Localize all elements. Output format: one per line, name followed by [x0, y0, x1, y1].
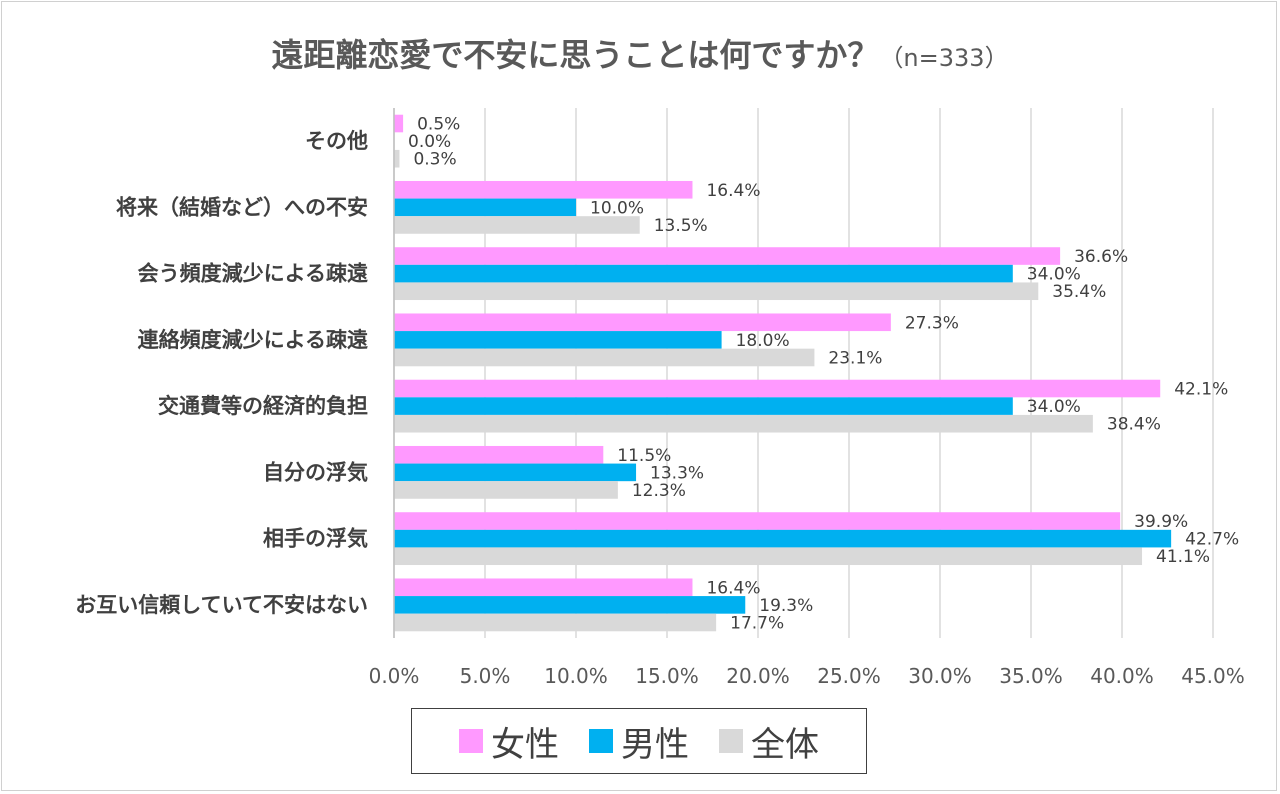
data-label-male: 13.3% [650, 463, 704, 483]
bar-overall [394, 547, 1143, 566]
chart-title-main: 遠距離恋愛で不安に思うことは何ですか？ [271, 36, 880, 74]
x-tick-label: 35.0% [999, 664, 1063, 688]
bar-overall [394, 613, 717, 632]
bar-female [394, 578, 693, 597]
legend-item-male: 男性 [589, 717, 689, 766]
x-tick-label: 10.0% [544, 664, 608, 688]
bar-male [394, 331, 722, 349]
x-tick-label: 30.0% [908, 664, 972, 688]
data-label-female: 0.5% [417, 115, 460, 135]
category-label: 相手の浮気 [263, 527, 368, 551]
data-label-overall: 35.4% [1052, 282, 1106, 302]
x-tick-label: 0.0% [369, 664, 420, 688]
bar-male [394, 264, 1013, 283]
data-label-male: 34.0% [1027, 265, 1081, 285]
x-tick-label: 20.0% [726, 664, 790, 688]
category-label: 会う頻度減少による疎遠 [138, 262, 368, 286]
x-tick-label: 5.0% [460, 664, 511, 688]
legend-item-female: 女性 [459, 717, 559, 766]
category-label: 自分の浮気 [263, 460, 368, 484]
data-label-overall: 38.4% [1107, 415, 1161, 435]
legend-label-female: 女性 [491, 724, 559, 765]
bar-male [394, 397, 1013, 415]
bar-female [394, 114, 404, 133]
legend-label-male: 男性 [621, 724, 689, 765]
data-label-male: 0.0% [408, 132, 451, 152]
data-label-female: 42.1% [1174, 380, 1228, 400]
bar-overall [394, 216, 640, 234]
bar-male [394, 596, 746, 614]
category-label: その他 [305, 129, 368, 153]
legend-swatch-male [589, 729, 613, 753]
chart-title-sub: （n=333） [879, 44, 1009, 72]
data-label-male: 34.0% [1027, 397, 1081, 417]
chart-legend: 女性 男性 全体 [411, 708, 867, 774]
bar-male [394, 463, 637, 482]
legend-item-overall: 全体 [719, 717, 819, 766]
data-label-overall: 23.1% [828, 348, 882, 368]
legend-swatch-overall [719, 729, 743, 753]
bar-chart: 0.0% 5.0% 10.0% 15.0% 20.0% 25.0% 30.0% 35.0% 40… [75, 108, 1245, 688]
bar-male [394, 198, 576, 217]
data-label-female: 39.9% [1134, 512, 1188, 532]
category-label: 連絡頻度減少による疎遠 [138, 328, 368, 352]
bar-overall [394, 481, 618, 499]
bar-overall [394, 149, 400, 168]
legend-label-overall: 全体 [751, 724, 819, 765]
bar-female [394, 313, 891, 332]
category-label: お互い信頼していて不安はない [75, 593, 368, 617]
data-label-female: 27.3% [905, 313, 959, 333]
data-label-overall: 13.5% [654, 216, 708, 236]
bar-female [394, 512, 1121, 530]
bar-female [394, 247, 1061, 265]
data-label-overall: 41.1% [1156, 547, 1210, 567]
bar-female [394, 445, 604, 464]
chart-title: 遠距離恋愛で不安に思うことは何ですか？（n=333） [0, 30, 1280, 76]
data-label-female: 11.5% [617, 446, 671, 466]
x-tick-label: 40.0% [1090, 664, 1154, 688]
bar-male [394, 529, 1172, 548]
category-label: 将来（結婚など）への不安 [116, 195, 368, 219]
bar-female [394, 180, 693, 199]
data-label-overall: 0.3% [413, 150, 456, 170]
bar-overall [394, 348, 815, 367]
data-label-male: 19.3% [759, 596, 813, 616]
data-label-overall: 12.3% [632, 481, 686, 501]
x-tick-label: 45.0% [1181, 664, 1245, 688]
data-label-female: 36.6% [1074, 247, 1128, 267]
bar-overall [394, 282, 1039, 301]
x-tick-label: 15.0% [635, 664, 699, 688]
data-label-overall: 17.7% [730, 613, 784, 633]
category-label: 交通費等の経済的負担 [158, 394, 368, 418]
data-label-male: 10.0% [590, 198, 644, 218]
bar-overall [394, 414, 1093, 433]
legend-swatch-female [459, 729, 483, 753]
data-label-female: 16.4% [706, 578, 760, 598]
bar-female [394, 379, 1161, 398]
data-label-male: 18.0% [736, 331, 790, 351]
data-label-female: 16.4% [706, 181, 760, 201]
x-tick-label: 25.0% [817, 664, 881, 688]
data-label-male: 42.7% [1185, 530, 1239, 550]
